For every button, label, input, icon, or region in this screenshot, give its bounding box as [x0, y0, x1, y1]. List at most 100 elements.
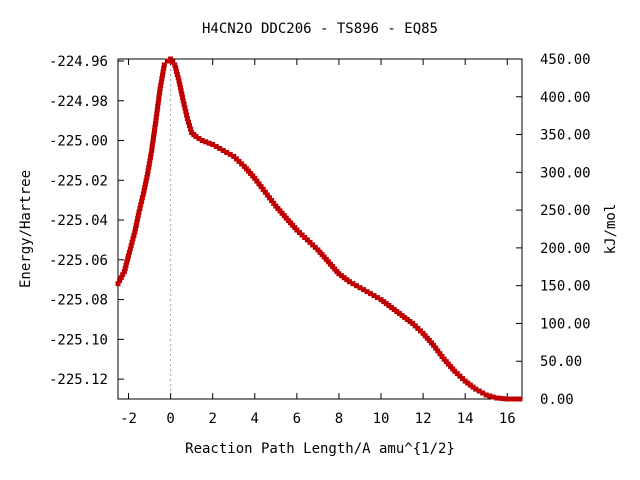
data-point — [341, 275, 347, 281]
data-point — [368, 291, 373, 297]
data-point — [262, 189, 268, 195]
data-point — [155, 100, 161, 106]
y-tick-label: -225.06 — [49, 253, 108, 269]
data-point — [347, 279, 352, 285]
data-point — [147, 158, 153, 164]
data-point — [511, 396, 517, 402]
y-tick-label: -224.96 — [49, 54, 108, 70]
y2-tick-label: 300.00 — [540, 165, 591, 181]
data-point — [407, 319, 413, 324]
y-tick-label: -225.00 — [49, 134, 108, 150]
data-point — [476, 388, 482, 394]
x-axis-ticks: -2 0 2 4 6 8 10 12 14 16 — [120, 59, 516, 427]
data-point — [193, 134, 199, 139]
data-point — [177, 81, 183, 87]
data-point — [158, 79, 164, 85]
data-point — [381, 299, 387, 305]
data-point — [149, 148, 155, 153]
data-point — [437, 351, 443, 357]
data-point — [410, 320, 416, 326]
data-point — [391, 307, 397, 312]
x-tick-label: 6 — [293, 411, 301, 427]
data-point — [157, 89, 163, 95]
data-point — [350, 281, 356, 287]
data-point — [256, 181, 262, 187]
data-point — [188, 126, 194, 132]
data-point — [142, 181, 148, 187]
data-point — [159, 76, 165, 82]
data-point — [122, 266, 128, 272]
data-point — [252, 175, 258, 181]
data-point — [394, 309, 400, 314]
data-point — [136, 209, 142, 215]
plot-border — [117, 58, 523, 400]
data-point — [371, 293, 377, 299]
data-point — [118, 275, 124, 281]
data-point — [132, 229, 138, 235]
data-point — [514, 396, 520, 402]
data-point — [470, 384, 476, 390]
data-point — [184, 112, 190, 118]
data-point — [172, 62, 178, 68]
data-point — [134, 219, 140, 225]
data-point — [227, 151, 233, 157]
data-point — [264, 192, 270, 198]
y2-tick-label: 200.00 — [540, 241, 591, 257]
y-tick-label: -225.08 — [49, 293, 108, 309]
data-point — [168, 56, 174, 62]
data-point — [154, 111, 160, 117]
data-point — [304, 237, 310, 243]
data-point — [115, 281, 121, 287]
data-point — [435, 348, 441, 354]
x-tick-label: 12 — [415, 411, 432, 427]
x-tick-label: 10 — [373, 411, 390, 427]
y-tick-label: -225.04 — [49, 213, 108, 229]
data-point — [431, 342, 437, 348]
data-point — [465, 380, 471, 386]
data-point — [126, 253, 131, 259]
data-point — [128, 243, 134, 249]
data-point — [178, 88, 184, 94]
x-tick-label: 2 — [208, 411, 216, 427]
y-tick-label: -225.10 — [49, 332, 108, 348]
y-tick-label: -225.12 — [49, 372, 108, 388]
data-point — [487, 393, 493, 399]
data-point — [170, 59, 176, 65]
data-point — [439, 354, 445, 359]
data-point — [139, 195, 145, 201]
series-line — [117, 58, 520, 400]
y-tick-label: -225.02 — [49, 173, 108, 189]
data-point — [182, 105, 188, 111]
data-point — [412, 323, 418, 329]
data-point — [131, 232, 137, 238]
x-tick-label: 14 — [457, 411, 474, 427]
y-tick-label: -224.98 — [49, 94, 108, 110]
data-point — [153, 114, 159, 120]
data-point — [149, 144, 155, 150]
data-point — [142, 185, 148, 191]
data-point — [457, 373, 463, 379]
series-group — [115, 56, 523, 402]
data-point — [233, 156, 239, 162]
data-point — [173, 65, 179, 71]
data-point — [307, 239, 313, 245]
data-point — [174, 72, 180, 77]
data-point — [152, 121, 158, 127]
data-point — [126, 249, 132, 255]
data-point — [161, 62, 167, 68]
data-point — [181, 101, 187, 107]
data-point — [156, 93, 162, 99]
data-point — [203, 139, 209, 145]
data-point — [433, 345, 439, 351]
data-point — [156, 96, 162, 102]
data-point — [258, 184, 264, 190]
data-point — [164, 58, 170, 64]
data-point — [196, 136, 202, 141]
data-point — [135, 212, 141, 218]
data-point — [217, 146, 223, 151]
x-tick-label: 0 — [166, 411, 174, 427]
data-point — [260, 186, 266, 192]
data-point — [130, 236, 136, 242]
data-point — [404, 317, 410, 322]
